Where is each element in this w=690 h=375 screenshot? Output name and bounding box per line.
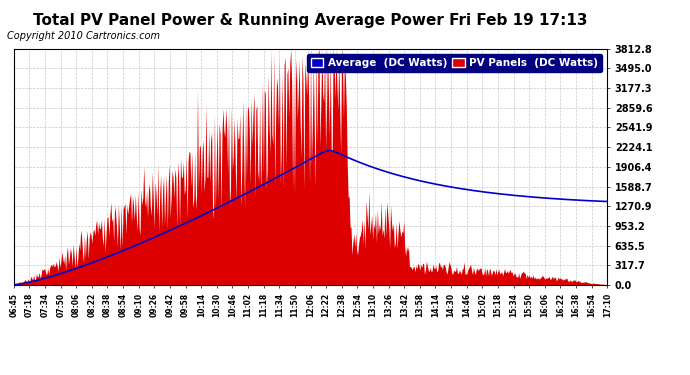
- Text: Copyright 2010 Cartronics.com: Copyright 2010 Cartronics.com: [7, 32, 160, 41]
- Legend: Average  (DC Watts), PV Panels  (DC Watts): Average (DC Watts), PV Panels (DC Watts): [307, 54, 602, 72]
- Text: Total PV Panel Power & Running Average Power Fri Feb 19 17:13: Total PV Panel Power & Running Average P…: [33, 13, 588, 28]
